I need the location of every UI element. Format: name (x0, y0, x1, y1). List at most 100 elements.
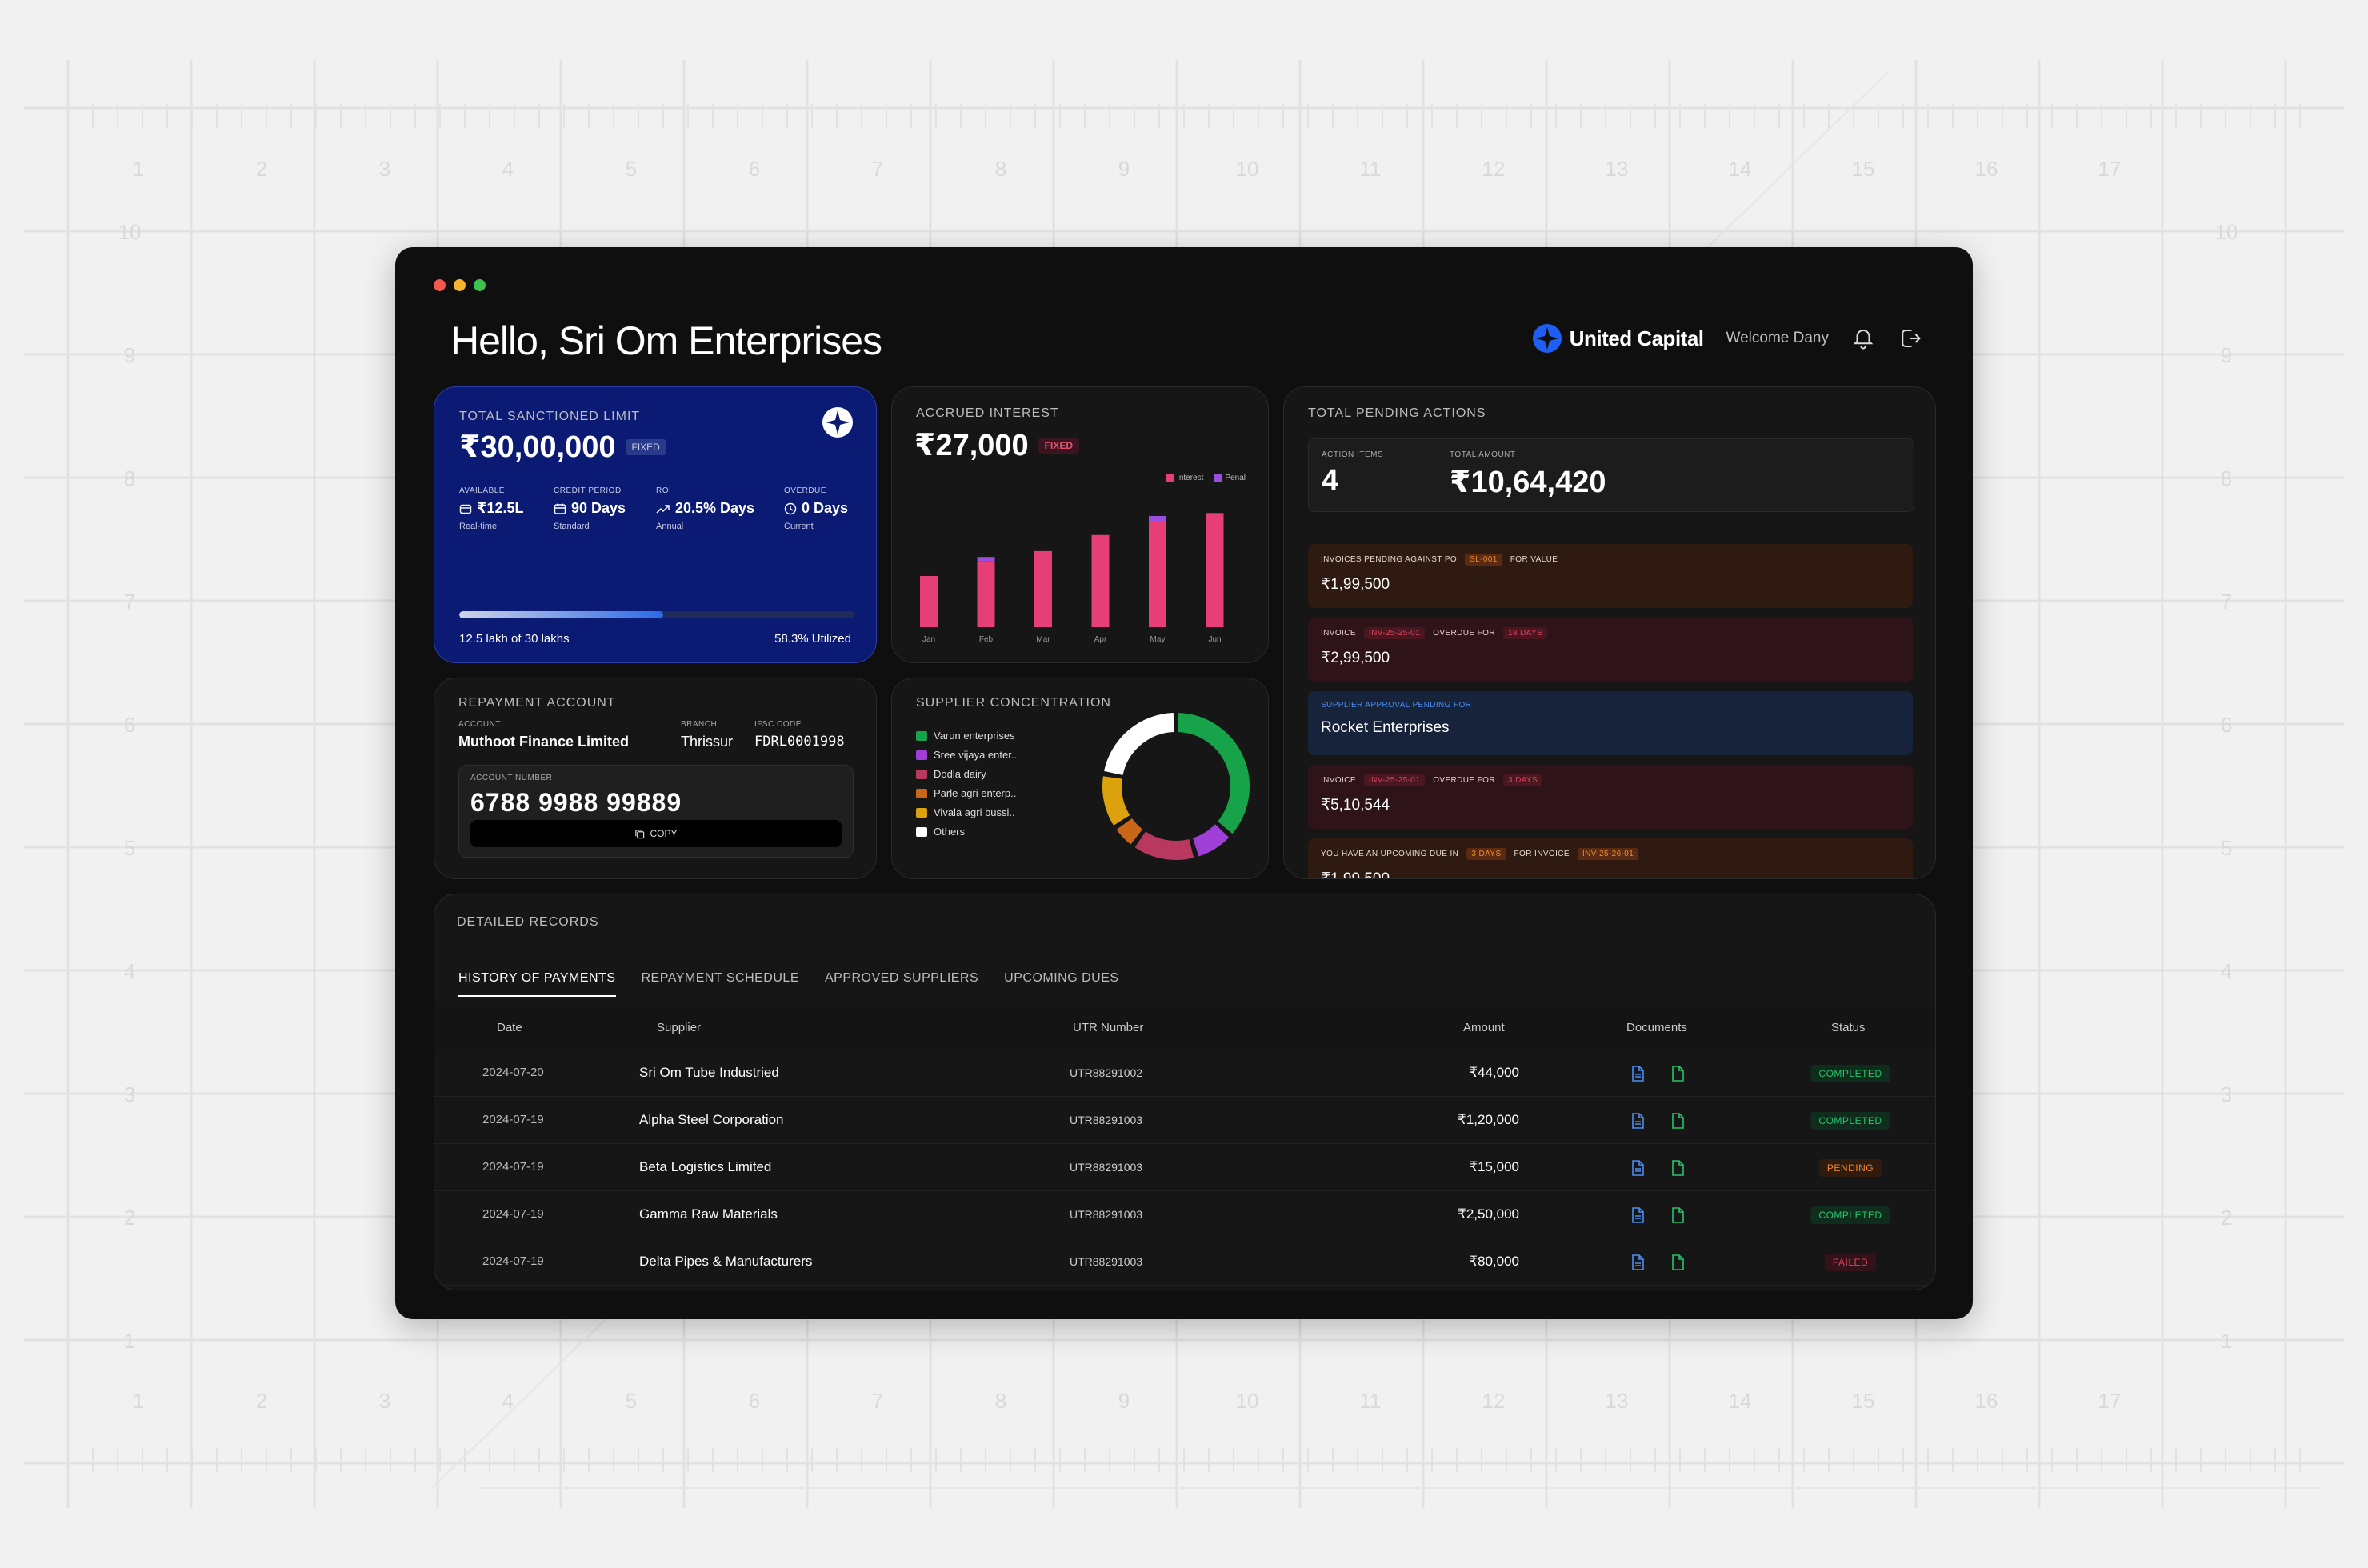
accrued-interest-card: ACCRUED INTEREST ₹27,000 FIXED Interest … (891, 386, 1269, 663)
legend-label: Vivala agri bussi.. (934, 806, 1015, 818)
svg-text:1: 1 (2221, 1329, 2232, 1353)
close-dot[interactable] (434, 279, 446, 291)
document-blue-icon[interactable] (1630, 1065, 1646, 1082)
tab-history-of-payments[interactable]: HISTORY OF PAYMENTS (458, 971, 616, 997)
copy-label: COPY (650, 828, 678, 839)
total-amount: TOTAL AMOUNT ₹10,64,420 (1450, 450, 1606, 500)
svg-text:3: 3 (379, 1389, 390, 1413)
stat-available: AVAILABLE ₹12.5L Real-time (459, 486, 554, 531)
copy-icon (635, 829, 645, 838)
stat-sub: Current (784, 522, 814, 531)
svg-text:12: 12 (1482, 1389, 1506, 1413)
pending-alert[interactable]: INVOICES PENDING AGAINST PO SL-001 FOR VAL… (1308, 544, 1913, 608)
document-green-icon[interactable] (1670, 1206, 1686, 1224)
stat-credit-period: CREDIT PERIOD 90 Days Standard (554, 486, 656, 531)
x-tick-label: May (1150, 635, 1166, 644)
donut-slice-5[interactable] (1104, 713, 1175, 776)
logout-icon[interactable] (1898, 326, 1922, 350)
alert-tag: INV-25-25-01 (1363, 627, 1426, 639)
table-row[interactable]: 2024-07-19 Delta Pipes & Manufacturers UTR… (434, 1238, 1935, 1286)
utilization-bar (459, 611, 854, 618)
col-status: Status (1831, 1021, 1866, 1034)
repayment-account-card: REPAYMENT ACCOUNT ACCOUNT Muthoot Financ… (434, 678, 877, 879)
svg-text:9: 9 (1118, 1389, 1130, 1413)
svg-text:7: 7 (124, 590, 135, 614)
x-tick-label: Apr (1094, 635, 1107, 644)
brand-name: United Capital (1569, 326, 1704, 350)
bar-interest-jan (920, 575, 938, 627)
document-green-icon[interactable] (1670, 1159, 1686, 1177)
donut-slice-4[interactable] (1102, 776, 1130, 826)
svg-text:5: 5 (124, 836, 135, 860)
col-documents: Documents (1626, 1021, 1687, 1034)
maximize-dot[interactable] (474, 279, 486, 291)
account-number-box: ACCOUNT NUMBER 6788 9988 99889 COPY (458, 765, 854, 858)
amount-value: ₹30,00,000 (459, 430, 616, 464)
donut-slice-3[interactable] (1116, 818, 1143, 845)
cell-status: PENDING (1818, 1144, 1882, 1191)
table-row[interactable]: 2024-07-19 Beta Logistics Limited UTR88291… (434, 1144, 1935, 1191)
alert-tag: INV-25-26-01 (1577, 848, 1639, 860)
cell-status: COMPLETED (1810, 1050, 1890, 1097)
compass-logo-icon (822, 407, 853, 438)
wallet-icon (459, 504, 472, 514)
fixed-badge: FIXED (625, 438, 666, 455)
clock-icon (784, 502, 797, 514)
legend-item: Vivala agri bussi.. (916, 806, 1017, 818)
table-row[interactable]: 2024-07-20 Sri Om Tube Industried UTR88291… (434, 1050, 1935, 1097)
bell-icon[interactable] (1851, 326, 1875, 350)
document-blue-icon[interactable] (1630, 1206, 1646, 1224)
legend-interest: Interest (1166, 474, 1203, 482)
svg-text:6: 6 (124, 713, 135, 737)
svg-text:16: 16 (1975, 157, 1998, 181)
table-row[interactable]: 2024-07-19 Gamma Raw Materials UTR88291003… (434, 1191, 1935, 1238)
tab-repayment-schedule[interactable]: REPAYMENT SCHEDULE (641, 971, 799, 985)
donut-slice-1[interactable] (1192, 823, 1230, 857)
donut-slice-0[interactable] (1177, 713, 1250, 834)
legend-swatch (916, 730, 927, 741)
tab-upcoming-dues[interactable]: UPCOMING DUES (1004, 971, 1119, 985)
svg-text:7: 7 (872, 157, 883, 181)
pending-alert[interactable]: INVOICE INV-25-25-01 OVERDUE FOR 18 DAYS ₹2,… (1308, 618, 1913, 682)
pending-alert[interactable]: YOU HAVE AN UPCOMING DUE IN 3 DAYS FOR INV… (1308, 838, 1913, 878)
col-utr[interactable]: UTR Number (1073, 1021, 1144, 1034)
table-row[interactable]: 2024-07-19 Alpha Steel Corporation UTR8829… (434, 1097, 1935, 1144)
col-supplier[interactable]: Supplier (657, 1021, 702, 1034)
tab-approved-suppliers[interactable]: APPROVED SUPPLIERS (824, 971, 979, 985)
document-blue-icon[interactable] (1630, 1254, 1646, 1271)
alert-text: FOR VALUE (1510, 555, 1558, 564)
copy-button[interactable]: COPY (470, 820, 842, 847)
document-blue-icon[interactable] (1630, 1159, 1646, 1177)
svg-text:2: 2 (256, 1389, 267, 1413)
document-green-icon[interactable] (1670, 1065, 1686, 1082)
svg-text:13: 13 (1606, 157, 1629, 181)
chart-legend: Interest Penal (1166, 474, 1246, 482)
cell-date: 2024-07-19 (482, 1254, 544, 1268)
cell-date: 2024-07-19 (482, 1160, 544, 1174)
pending-alert[interactable]: INVOICE INV-25-25-01 OVERDUE FOR 3 DAYS ₹5,1… (1308, 765, 1913, 829)
alert-value: ₹5,10,544 (1321, 797, 1390, 814)
utilization-percent: 58.3% Utilized (774, 632, 851, 646)
col-amount[interactable]: Amount (1463, 1021, 1505, 1034)
svg-text:11: 11 (1360, 157, 1382, 181)
alert-tag: 3 DAYS (1466, 848, 1506, 860)
minimize-dot[interactable] (454, 279, 466, 291)
bar-interest-may (1149, 522, 1166, 627)
col-date[interactable]: Date (497, 1021, 522, 1034)
welcome-text: Welcome Dany (1726, 330, 1829, 346)
pending-alert[interactable]: SUPPLIER APPROVAL PENDING FOR Rocket Ente… (1308, 691, 1913, 755)
total-amount-label: TOTAL AMOUNT (1450, 450, 1516, 459)
document-green-icon[interactable] (1670, 1254, 1686, 1271)
bar-interest-mar (1034, 550, 1052, 627)
cell-documents (1630, 1097, 1686, 1143)
alert-text: FOR INVOICE (1514, 850, 1570, 858)
alert-text: YOU HAVE AN UPCOMING DUE IN (1321, 850, 1459, 858)
svg-text:5: 5 (2221, 836, 2232, 860)
donut-slice-2[interactable] (1134, 831, 1194, 860)
stat-label: AVAILABLE (459, 486, 505, 495)
stat-sub: Annual (656, 522, 684, 531)
document-blue-icon[interactable] (1630, 1112, 1646, 1130)
legend-item: Varun enterprises (916, 730, 1017, 742)
document-green-icon[interactable] (1670, 1112, 1686, 1130)
status-badge: COMPLETED (1810, 1206, 1890, 1224)
